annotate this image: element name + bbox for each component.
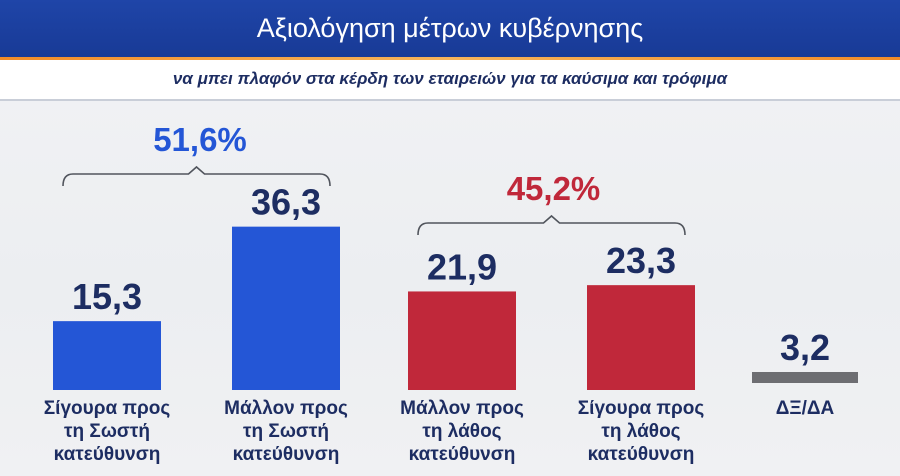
category-label-1: Σίγουρα προς τη Σωστή κατεύθυνση (44, 398, 171, 465)
category-label-3: Μάλλον προς τη λάθος κατεύθυνση (400, 398, 524, 465)
value-label-5: 3,2 (780, 327, 830, 368)
value-label-1: 15,3 (72, 276, 142, 317)
value-label-3: 21,9 (427, 246, 497, 287)
value-label-4: 23,3 (606, 240, 676, 281)
bar-2 (232, 226, 340, 390)
category-label-4: Σίγουρα προς τη λάθος κατεύθυνση (578, 398, 705, 465)
chart-subtitle: να μπει πλαφόν στα κέρδη των εταιρειών γ… (0, 60, 900, 100)
group-total-2: 45,2% (507, 170, 601, 207)
bar-4 (587, 285, 695, 390)
group-bracket-1 (62, 165, 331, 187)
value-label-2: 36,3 (251, 182, 321, 223)
category-label-2: Μάλλον προς τη Σωστή κατεύθυνση (224, 398, 348, 465)
bar-5 (752, 372, 858, 383)
subtitle-divider (0, 99, 900, 101)
category-label-5: ΔΞ/ΔΑ (776, 398, 835, 419)
group-total-1: 51,6% (153, 121, 247, 158)
bar-1 (53, 321, 161, 390)
group-bracket-2 (417, 214, 686, 236)
title-accent-line (0, 57, 900, 60)
bar-3 (408, 291, 516, 390)
chart-title: Αξιολόγηση μέτρων κυβέρνησης (0, 0, 900, 57)
